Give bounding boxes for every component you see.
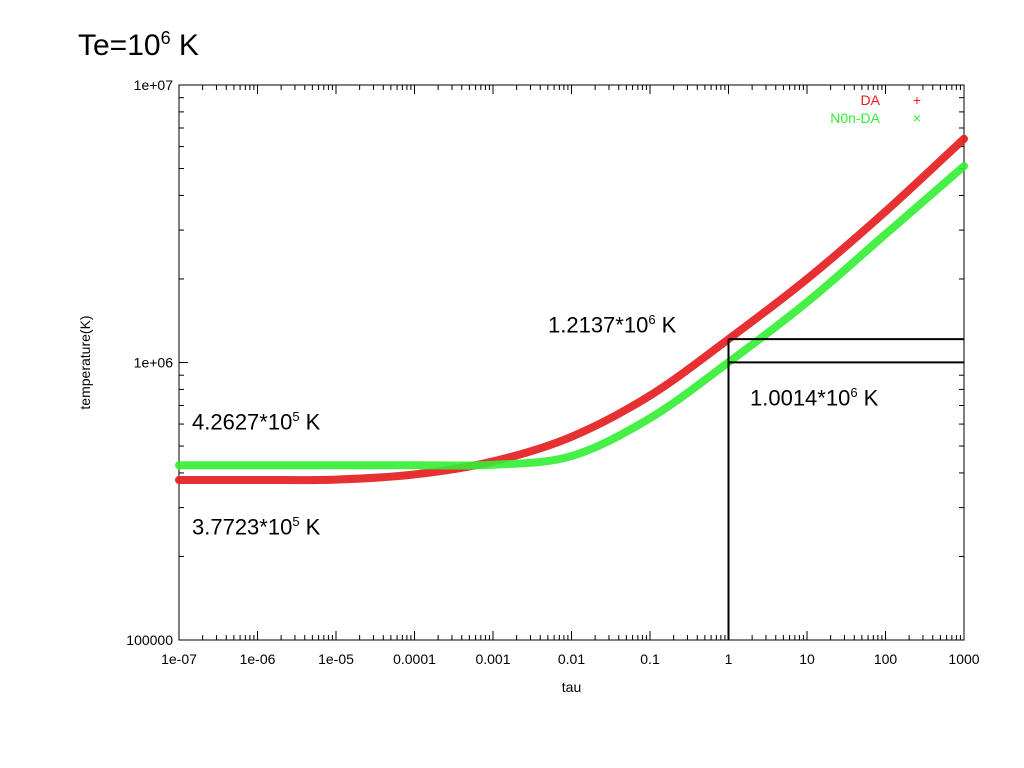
series-line-n0n-da bbox=[175, 162, 968, 470]
legend-label-n0n-da: N0n-DA bbox=[830, 110, 880, 126]
x-axis-label: tau bbox=[562, 679, 581, 695]
annotation-nonda-at-tau1: 1.0014*106 K bbox=[750, 385, 879, 411]
y-tick-label: 100000 bbox=[126, 632, 173, 648]
x-tick-label: 1 bbox=[725, 651, 733, 667]
annotation-da-low: 3.7723*105 K bbox=[192, 514, 321, 540]
page-title: Te=106 K bbox=[78, 28, 199, 62]
y-tick-label: 1e+07 bbox=[134, 77, 174, 93]
x-tick-label: 1e-05 bbox=[318, 651, 354, 667]
legend-label-da: DA bbox=[861, 92, 881, 108]
x-tick-label: 100 bbox=[874, 651, 898, 667]
x-tick-label: 0.1 bbox=[640, 651, 660, 667]
annotation-nonda-low: 4.2627*105 K bbox=[192, 409, 321, 435]
x-tick-label: 10 bbox=[799, 651, 815, 667]
series-line-da bbox=[175, 134, 968, 485]
legend-marker-n0n-da: × bbox=[913, 110, 921, 126]
y-axis-label: temperature(K) bbox=[77, 315, 93, 409]
x-tick-label: 0.001 bbox=[475, 651, 510, 667]
annotation-da-at-tau1: 1.2137*106 K bbox=[548, 312, 677, 338]
x-tick-label: 0.01 bbox=[558, 651, 585, 667]
legend-marker-da: + bbox=[913, 92, 921, 108]
y-tick-label: 1e+06 bbox=[134, 355, 174, 371]
x-tick-label: 1000 bbox=[948, 651, 979, 667]
x-tick-label: 1e-07 bbox=[161, 651, 197, 667]
x-tick-label: 1e-06 bbox=[240, 651, 276, 667]
x-tick-label: 0.0001 bbox=[393, 651, 436, 667]
